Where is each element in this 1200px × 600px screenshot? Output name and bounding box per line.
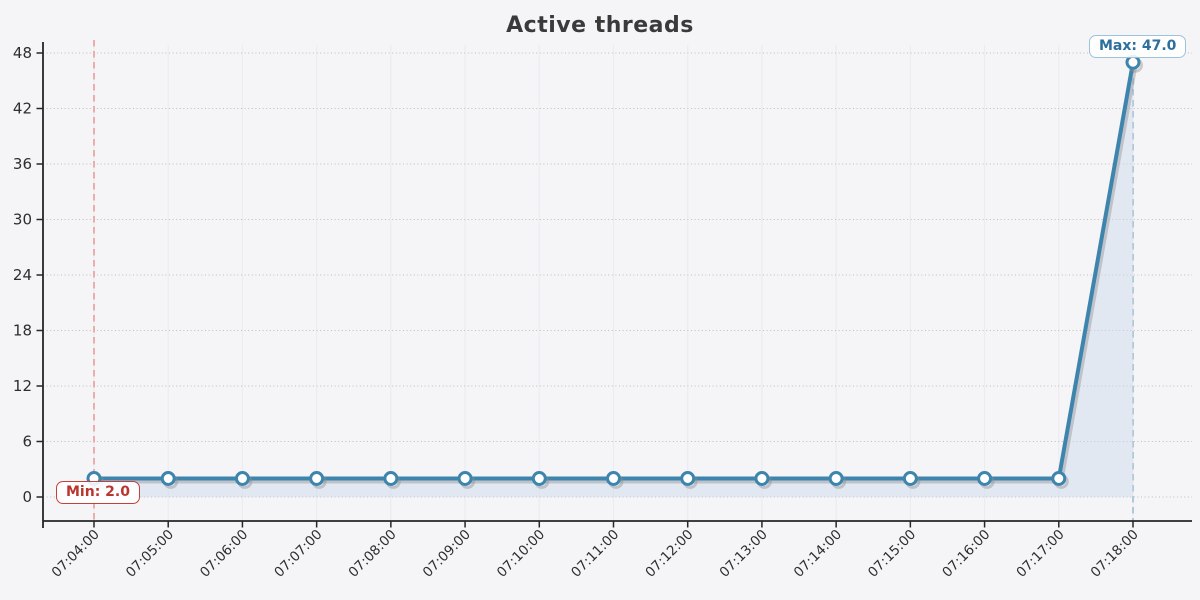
x-tick-label: 07:14:00	[791, 527, 845, 581]
data-point-marker	[234, 471, 250, 486]
x-tick-label: 07:13:00	[717, 527, 771, 581]
x-tick-label: 07:18:00	[1088, 527, 1142, 581]
x-tick-label: 07:17:00	[1013, 527, 1067, 581]
data-point-marker	[457, 471, 473, 486]
x-tick-label: 07:12:00	[642, 527, 696, 581]
x-tick-label: 07:15:00	[865, 527, 919, 581]
y-tick-label: 30	[13, 211, 32, 229]
y-tick-label: 12	[13, 377, 32, 395]
x-tick-label: 07:10:00	[494, 527, 548, 581]
x-tick-label: 07:16:00	[939, 527, 993, 581]
data-point-marker	[531, 471, 547, 486]
data-point-marker	[160, 471, 176, 486]
data-point-marker	[754, 471, 770, 486]
x-tick-label: 07:09:00	[420, 527, 474, 581]
y-tick-label: 36	[13, 155, 32, 173]
chart-title: Active threads	[506, 13, 694, 38]
x-tick-label: 07:08:00	[345, 527, 399, 581]
min-annotation: Min: 2.0	[56, 481, 140, 504]
data-point-marker	[828, 471, 844, 486]
data-point-marker	[902, 471, 918, 486]
data-point-marker	[977, 471, 993, 486]
x-tick-label: 07:05:00	[123, 527, 177, 581]
y-tick-label: 6	[22, 433, 32, 451]
x-tick-label: 07:11:00	[568, 527, 622, 581]
data-point-marker	[680, 471, 696, 486]
y-tick-label: 48	[13, 44, 32, 62]
x-tick-label: 07:06:00	[197, 527, 251, 581]
y-tick-label: 42	[13, 100, 32, 118]
y-tick-label: 24	[13, 266, 32, 284]
x-tick-label: 07:04:00	[49, 527, 103, 581]
data-point-marker	[1125, 54, 1141, 70]
data-point-marker	[383, 471, 399, 486]
series-line-shadow	[94, 63, 1138, 484]
data-point-marker	[606, 471, 621, 486]
max-annotation: Max: 47.0	[1089, 35, 1187, 58]
data-point-marker	[309, 471, 325, 486]
data-point-marker	[1051, 471, 1067, 486]
y-tick-label: 18	[13, 322, 32, 340]
y-tick-label: 0	[22, 488, 32, 506]
x-tick-label: 07:07:00	[271, 527, 325, 581]
